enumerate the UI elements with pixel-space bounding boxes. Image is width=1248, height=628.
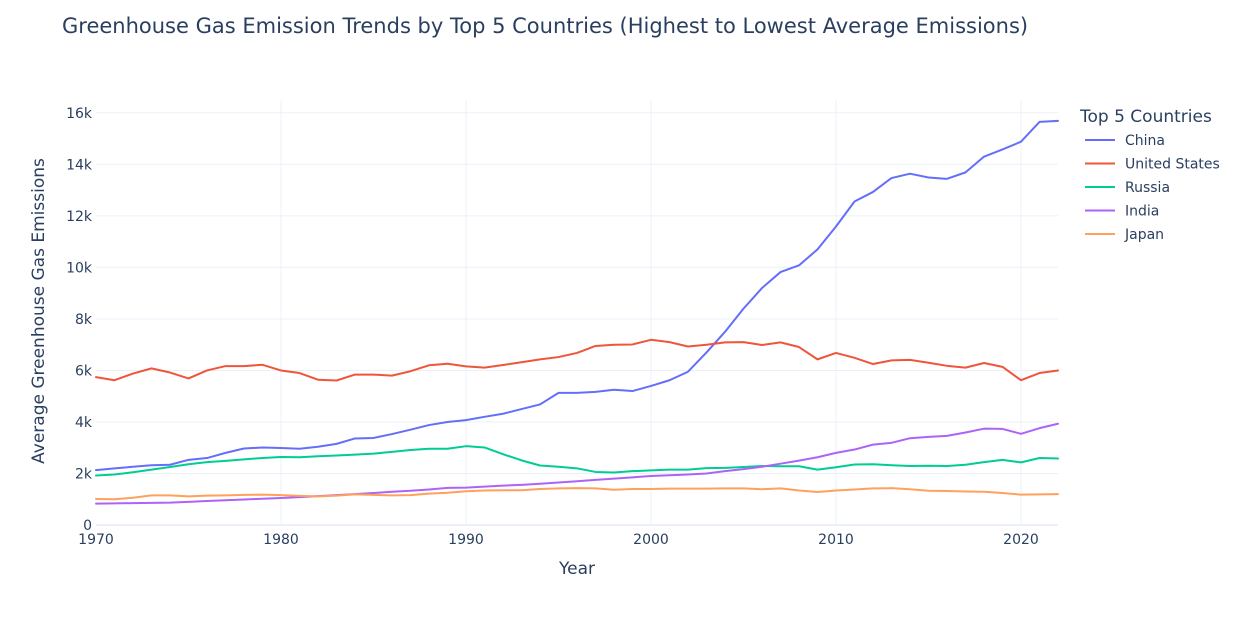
series-lines xyxy=(95,119,1059,505)
series-line-china xyxy=(95,119,1059,472)
x-tick-label: 2010 xyxy=(818,532,854,548)
legend-label: Japan xyxy=(1124,227,1164,243)
y-tick-label: 10k xyxy=(66,260,93,276)
legend-item-china[interactable]: China xyxy=(1085,133,1165,149)
y-tick-label: 8k xyxy=(75,312,93,328)
y-tick-label: 6k xyxy=(75,363,93,379)
y-tick-label: 2k xyxy=(75,466,93,482)
legend-label: Russia xyxy=(1125,180,1170,196)
legend-item-russia[interactable]: Russia xyxy=(1085,180,1170,196)
legend: Top 5 Countries China United States Russia… xyxy=(1079,107,1220,243)
x-axis-title: Year xyxy=(558,559,595,579)
y-tick-label: 14k xyxy=(66,157,93,173)
series-line-india xyxy=(95,422,1059,505)
x-tick-label: 1990 xyxy=(448,532,484,548)
x-tick-label: 2020 xyxy=(1003,532,1039,548)
legend-item-japan[interactable]: Japan xyxy=(1085,227,1164,243)
y-tick-label: 4k xyxy=(75,415,93,431)
y-tick-label: 16k xyxy=(66,106,93,122)
y-tick-label: 0 xyxy=(83,518,92,534)
chart-title: Greenhouse Gas Emission Trends by Top 5 … xyxy=(62,14,1029,38)
series-line-japan xyxy=(95,487,1059,501)
grid-lines xyxy=(96,100,1058,526)
x-tick-label: 1980 xyxy=(263,532,299,548)
legend-item-india[interactable]: India xyxy=(1085,204,1159,220)
legend-item-united-states[interactable]: United States xyxy=(1085,157,1220,173)
legend-label: India xyxy=(1125,204,1159,220)
legend-label: China xyxy=(1125,133,1165,149)
y-axis-title: Average Greenhouse Gas Emissions xyxy=(29,158,49,464)
legend-label: United States xyxy=(1125,157,1220,173)
series-line-russia xyxy=(95,445,1059,477)
y-tick-label: 12k xyxy=(66,209,93,225)
series-line-united-states xyxy=(95,338,1059,382)
legend-title: Top 5 Countries xyxy=(1079,107,1212,127)
x-tick-label: 1970 xyxy=(78,532,114,548)
axes: 1970 1980 1990 2000 2010 2020 0 2k 4k 6k 8k 10k 12k 1… xyxy=(66,106,1039,548)
x-tick-label: 2000 xyxy=(633,532,669,548)
